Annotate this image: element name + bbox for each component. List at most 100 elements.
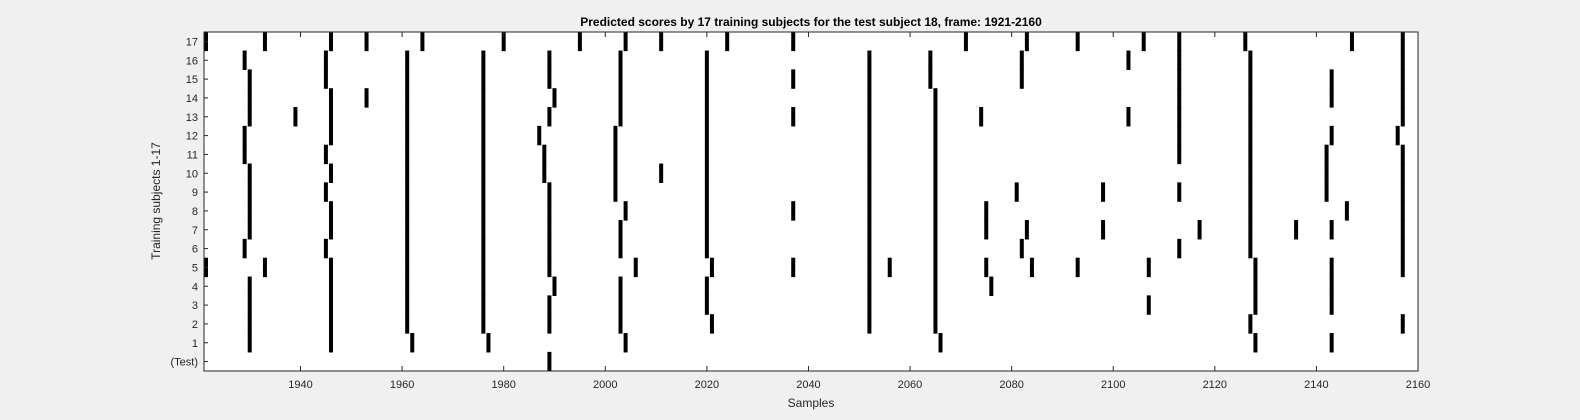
- event-mark: [1248, 201, 1253, 221]
- event-mark: [1253, 276, 1258, 296]
- event-mark: [623, 333, 628, 353]
- event-mark: [867, 144, 872, 165]
- event-mark: [1400, 88, 1405, 108]
- event-mark: [704, 163, 709, 183]
- event-mark: [1101, 220, 1106, 240]
- event-mark: [704, 50, 709, 70]
- event-mark: [405, 125, 410, 146]
- event-mark: [704, 238, 709, 259]
- event-mark: [1324, 144, 1329, 165]
- event-mark: [547, 69, 552, 89]
- y-tick-label: 4: [192, 281, 198, 293]
- event-mark: [618, 295, 623, 315]
- event-mark: [1146, 257, 1151, 278]
- event-mark: [1400, 220, 1405, 240]
- event-mark: [328, 31, 333, 52]
- event-mark: [481, 125, 486, 146]
- event-mark: [328, 88, 333, 108]
- event-mark: [481, 295, 486, 315]
- event-mark: [623, 31, 628, 52]
- x-tick-label: 2100: [1101, 379, 1125, 391]
- event-mark: [933, 257, 938, 278]
- event-mark: [1294, 220, 1299, 240]
- event-mark: [481, 69, 486, 89]
- x-tick-label: 2020: [695, 379, 719, 391]
- event-mark: [1248, 144, 1253, 165]
- event-mark: [328, 276, 333, 296]
- event-mark: [1400, 50, 1405, 70]
- event-mark: [1344, 201, 1349, 221]
- event-mark: [247, 295, 252, 315]
- event-mark: [1400, 201, 1405, 221]
- event-mark: [577, 31, 582, 52]
- x-axis-label: Samples: [788, 396, 835, 410]
- event-mark: [887, 257, 892, 278]
- event-mark: [933, 220, 938, 240]
- event-mark: [613, 144, 618, 165]
- event-mark: [1329, 276, 1334, 296]
- event-mark: [1400, 182, 1405, 202]
- event-mark: [405, 163, 410, 183]
- event-mark: [618, 276, 623, 296]
- event-mark: [704, 276, 709, 296]
- event-mark: [405, 201, 410, 221]
- y-tick-label: 7: [192, 225, 198, 237]
- y-tick-label: 9: [192, 187, 198, 199]
- event-mark: [262, 31, 267, 52]
- event-mark: [547, 295, 552, 315]
- event-mark: [247, 88, 252, 108]
- event-mark: [1248, 69, 1253, 89]
- event-mark: [867, 238, 872, 259]
- event-mark: [547, 201, 552, 221]
- event-mark: [481, 238, 486, 259]
- event-mark: [247, 314, 252, 334]
- event-mark: [410, 333, 415, 353]
- event-mark: [867, 182, 872, 202]
- event-mark: [1400, 31, 1405, 52]
- event-mark: [1126, 107, 1131, 127]
- event-mark: [405, 69, 410, 89]
- event-mark: [1248, 125, 1253, 146]
- y-tick-label: 2: [192, 319, 198, 331]
- event-mark: [618, 50, 623, 70]
- event-mark: [933, 276, 938, 296]
- x-tick-label: 2000: [593, 379, 617, 391]
- event-mark: [933, 295, 938, 315]
- event-mark: [704, 144, 709, 165]
- event-mark: [867, 314, 872, 334]
- event-mark: [1177, 238, 1182, 259]
- event-mark: [481, 144, 486, 165]
- event-mark: [984, 220, 989, 240]
- event-mark: [405, 314, 410, 334]
- event-mark: [791, 107, 796, 127]
- event-mark: [1019, 238, 1024, 259]
- event-mark: [704, 88, 709, 108]
- event-mark: [1141, 31, 1146, 52]
- x-tick-label: 2080: [999, 379, 1023, 391]
- event-mark: [1177, 107, 1182, 127]
- event-mark: [481, 182, 486, 202]
- event-mark: [547, 220, 552, 240]
- event-mark: [867, 88, 872, 108]
- event-mark: [1197, 220, 1202, 240]
- event-marks: [204, 31, 1405, 372]
- event-mark: [481, 257, 486, 278]
- x-tick-label: 2120: [1203, 379, 1227, 391]
- event-mark: [405, 88, 410, 108]
- event-mark: [867, 163, 872, 183]
- event-mark: [928, 69, 933, 89]
- event-mark: [867, 69, 872, 89]
- event-mark: [1253, 333, 1258, 353]
- event-mark: [1248, 182, 1253, 202]
- event-mark: [1177, 31, 1182, 52]
- event-mark: [405, 50, 410, 70]
- event-mark: [1400, 163, 1405, 183]
- event-mark: [1329, 220, 1334, 240]
- event-mark: [659, 31, 664, 52]
- event-mark: [242, 238, 247, 259]
- event-mark: [618, 88, 623, 108]
- event-mark: [481, 88, 486, 108]
- event-mark: [1253, 257, 1258, 278]
- event-mark: [618, 220, 623, 240]
